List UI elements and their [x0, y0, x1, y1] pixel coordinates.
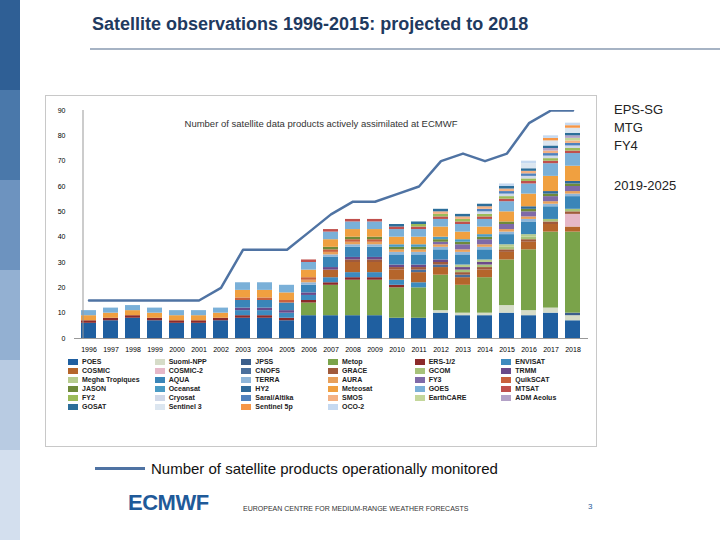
html-text:Number of satellite data produ: Number of satellite data products active…: [184, 118, 458, 129]
svg-text:1997: 1997: [103, 346, 119, 353]
svg-text:1999: 1999: [147, 346, 163, 353]
html-text:POES: POES: [82, 358, 102, 365]
svg-text:2007: 2007: [323, 346, 339, 353]
svg-text:2004: 2004: [257, 346, 273, 353]
html-text:ENVISAT: ENVISAT: [515, 358, 546, 365]
html-text:QuikSCAT: QuikSCAT: [515, 376, 550, 383]
svg-text:2010: 2010: [389, 346, 405, 353]
html-text:SMOS: SMOS: [342, 394, 363, 401]
svg-text:2011: 2011: [411, 346, 426, 353]
html-text:FY3: FY3: [428, 376, 442, 383]
html-text:Saral/Altika: Saral/Altika: [255, 394, 294, 401]
html-text:HY2: HY2: [255, 385, 269, 392]
svg-text:2017: 2017: [543, 346, 559, 353]
html-text:Oceansat: Oceansat: [168, 385, 201, 392]
svg-text:40: 40: [58, 233, 66, 240]
html-text:Sentinel 3: Sentinel 3: [168, 403, 202, 410]
svg-text:80: 80: [58, 132, 66, 139]
html-text:Suomi-NPP: Suomi-NPP: [168, 358, 207, 365]
svg-text:2016: 2016: [521, 346, 537, 353]
html-text:Sentinel 5p: Sentinel 5p: [255, 403, 293, 410]
html-text:EUROPEAN CENTRE FOR MEDIUM-RAN: EUROPEAN CENTRE FOR MEDIUM-RANGE WEATHER…: [243, 505, 469, 512]
svg-text:2000: 2000: [169, 346, 185, 353]
html-text:Number of satellite products o: Number of satellite products operational…: [151, 460, 498, 477]
html-text:CNOFS: CNOFS: [255, 367, 280, 374]
svg-text:70: 70: [58, 157, 66, 164]
svg-text:2003: 2003: [235, 346, 251, 353]
svg-text:10: 10: [58, 309, 66, 316]
svg-text:30: 30: [58, 259, 66, 266]
svg-text:2006: 2006: [301, 346, 317, 353]
svg-text:2014: 2014: [477, 346, 493, 353]
svg-text:1996: 1996: [81, 346, 97, 353]
html-text:Cryosat: Cryosat: [168, 394, 195, 401]
svg-text:2009: 2009: [367, 346, 383, 353]
html-text:GRACE: GRACE: [342, 367, 368, 374]
html-text:FY2: FY2: [82, 394, 95, 401]
svg-text:2005: 2005: [279, 346, 295, 353]
html-text:FY4: FY4: [614, 138, 638, 153]
svg-text:2008: 2008: [345, 346, 361, 353]
html-text:TRMM: TRMM: [515, 367, 537, 374]
svg-text:2015: 2015: [499, 346, 515, 353]
html-text:JASON: JASON: [82, 385, 107, 392]
html-text:2019-2025: 2019-2025: [614, 178, 677, 193]
html-text:TERRA: TERRA: [255, 376, 280, 383]
svg-text:2013: 2013: [455, 346, 471, 353]
html-text:GOSAT: GOSAT: [82, 403, 107, 410]
svg-text:90: 90: [58, 107, 66, 114]
svg-text:2001: 2001: [191, 346, 207, 353]
html-text:MTSAT: MTSAT: [515, 385, 539, 392]
html-text:Satellite observations 1996-20: Satellite observations 1996-2015: projec…: [92, 14, 529, 34]
svg-text:20: 20: [58, 284, 66, 291]
html-text:OCO-2: OCO-2: [342, 403, 365, 410]
html-text:ERS-1/2: ERS-1/2: [428, 358, 456, 365]
svg-text:2018: 2018: [565, 346, 581, 353]
html-text:EarthCARE: EarthCARE: [428, 394, 467, 401]
svg-text:2002: 2002: [213, 346, 229, 353]
html-text:ADM Aeolus: ADM Aeolus: [515, 394, 557, 401]
html-text:COSMIC: COSMIC: [82, 367, 110, 374]
html-text:3: 3: [588, 502, 593, 511]
html-text:JPSS: JPSS: [255, 358, 274, 365]
svg-text:60: 60: [58, 183, 66, 190]
svg-text:2012: 2012: [433, 346, 449, 353]
html-text:AQUA: AQUA: [168, 376, 190, 383]
html-text:EPS-SG: EPS-SG: [614, 102, 664, 117]
html-text:Meteosat: Meteosat: [342, 385, 373, 392]
html-text:GOES: GOES: [428, 385, 449, 392]
svg-text:0: 0: [62, 335, 66, 342]
svg-text:1998: 1998: [125, 346, 141, 353]
html-text:Megha Tropiques: Megha Tropiques: [82, 376, 140, 383]
html-text:ECMWF: ECMWF: [128, 490, 209, 515]
html-text:Metop: Metop: [342, 358, 363, 365]
html-text:MTG: MTG: [614, 120, 643, 135]
svg-text:50: 50: [58, 208, 66, 215]
html-text:GCOM: GCOM: [428, 367, 451, 374]
html-text:COSMIC-2: COSMIC-2: [168, 367, 203, 374]
html-text:AURA: AURA: [342, 376, 363, 383]
